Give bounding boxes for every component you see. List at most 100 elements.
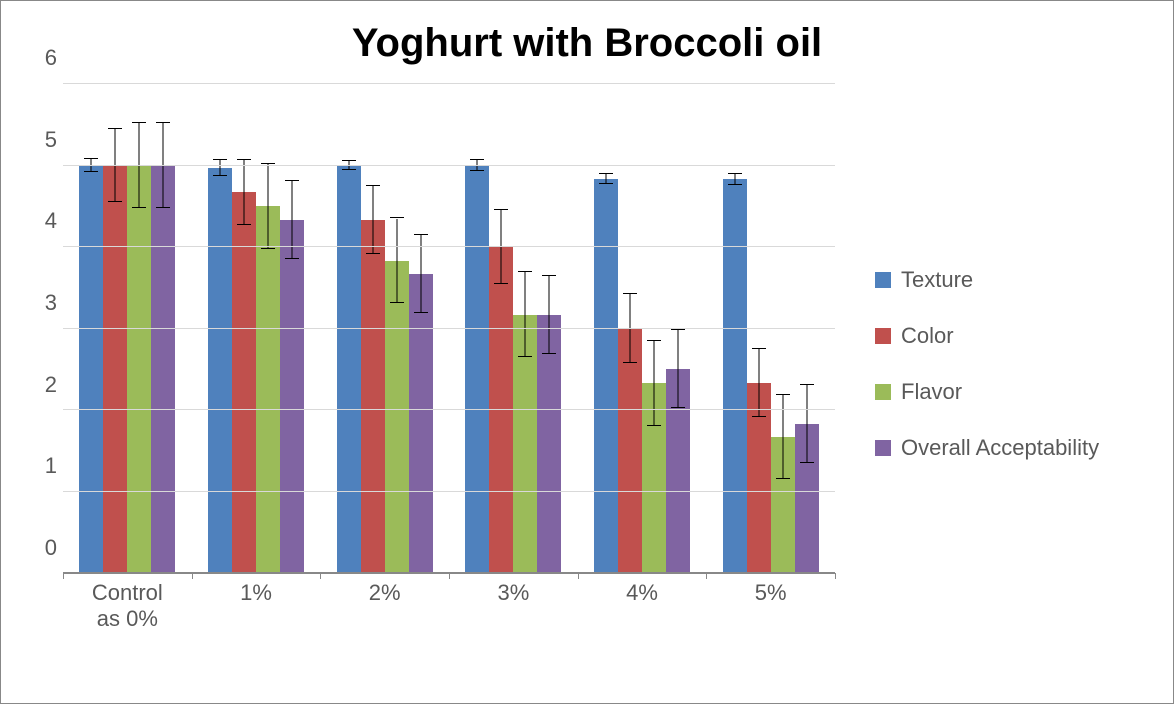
error-cap [623, 362, 637, 363]
bar-wrap [489, 84, 513, 573]
bar-groups [63, 84, 835, 573]
bar-wrap [771, 84, 795, 573]
bar-group [63, 84, 192, 573]
error-cap [390, 217, 404, 218]
bar-wrap [103, 84, 127, 573]
error-cap [237, 224, 251, 225]
x-tick-mark [835, 573, 836, 579]
error-cap [599, 183, 613, 184]
error-cap [542, 353, 556, 354]
error-cap [366, 253, 380, 254]
x-tick-mark [706, 573, 707, 579]
bar [103, 166, 127, 574]
y-tick-label: 2 [45, 372, 57, 398]
legend-item: Overall Acceptability [875, 435, 1159, 461]
bar-wrap [747, 84, 771, 573]
axes-row: 0123456 [15, 84, 835, 574]
error-cap [132, 207, 146, 208]
error-cap [494, 283, 508, 284]
x-tick-label: Control as 0% [63, 574, 192, 644]
grid-line [63, 328, 835, 329]
bar [465, 166, 489, 574]
bar [208, 168, 232, 573]
error-cap [752, 416, 766, 417]
legend-label: Color [901, 323, 954, 349]
plot-region: 0123456 Control as 0%1%2%3%4%5% [15, 84, 835, 644]
y-tick-label: 3 [45, 290, 57, 316]
error-cap [542, 275, 556, 276]
error-cap [285, 180, 299, 181]
bar-wrap [537, 84, 561, 573]
error-bar [115, 129, 116, 202]
bar [409, 274, 433, 573]
bar [618, 329, 642, 574]
x-tick-mark [63, 573, 64, 579]
error-cap [285, 258, 299, 259]
y-tick-label: 6 [45, 45, 57, 71]
bar-wrap [337, 84, 361, 573]
bar-wrap [79, 84, 103, 573]
error-bar [163, 123, 164, 208]
legend-swatch [875, 328, 891, 344]
error-cap [156, 122, 170, 123]
y-tick-label: 4 [45, 208, 57, 234]
error-cap [156, 207, 170, 208]
y-tick-label: 1 [45, 453, 57, 479]
legend-item: Color [875, 323, 1159, 349]
error-cap [494, 209, 508, 210]
bar-group [192, 84, 321, 573]
error-bar [549, 276, 550, 354]
legend-swatch [875, 440, 891, 456]
error-cap [342, 160, 356, 161]
bar [361, 220, 385, 573]
bar-group [706, 84, 835, 573]
x-tick-label: 2% [320, 574, 449, 644]
error-cap [132, 122, 146, 123]
bar-wrap [127, 84, 151, 573]
grid-line [63, 409, 835, 410]
error-cap [414, 312, 428, 313]
error-bar [525, 272, 526, 357]
bar-wrap [618, 84, 642, 573]
error-bar [654, 341, 655, 426]
bar-wrap [723, 84, 747, 573]
bar [256, 206, 280, 573]
error-bar [678, 330, 679, 408]
bar-wrap [409, 84, 433, 573]
bar-wrap [280, 84, 304, 573]
bar-wrap [795, 84, 819, 573]
error-cap [776, 394, 790, 395]
x-tick-label: 5% [706, 574, 835, 644]
error-cap [84, 171, 98, 172]
error-cap [599, 173, 613, 174]
legend-item: Flavor [875, 379, 1159, 405]
bar [151, 166, 175, 574]
chart-body: 0123456 Control as 0%1%2%3%4%5% TextureC… [15, 84, 1159, 644]
error-bar [396, 219, 397, 304]
bar-wrap [513, 84, 537, 573]
error-cap [728, 184, 742, 185]
chart-title: Yoghurt with Broccoli oil [15, 21, 1159, 66]
x-axis: Control as 0%1%2%3%4%5% [63, 574, 835, 644]
bar-wrap [361, 84, 385, 573]
error-bar [268, 164, 269, 249]
error-cap [414, 234, 428, 235]
plot-area [63, 84, 835, 574]
error-cap [752, 348, 766, 349]
error-cap [800, 384, 814, 385]
error-bar [806, 385, 807, 463]
error-bar [292, 181, 293, 259]
bar [127, 166, 151, 574]
error-bar [758, 349, 759, 417]
error-cap [647, 425, 661, 426]
error-bar [244, 160, 245, 225]
bar-wrap [465, 84, 489, 573]
error-bar [501, 210, 502, 283]
bar-group [320, 84, 449, 573]
legend-label: Flavor [901, 379, 962, 405]
error-bar [220, 160, 221, 176]
bar-wrap [232, 84, 256, 573]
grid-line [63, 165, 835, 166]
error-cap [213, 175, 227, 176]
grid-line [63, 83, 835, 84]
